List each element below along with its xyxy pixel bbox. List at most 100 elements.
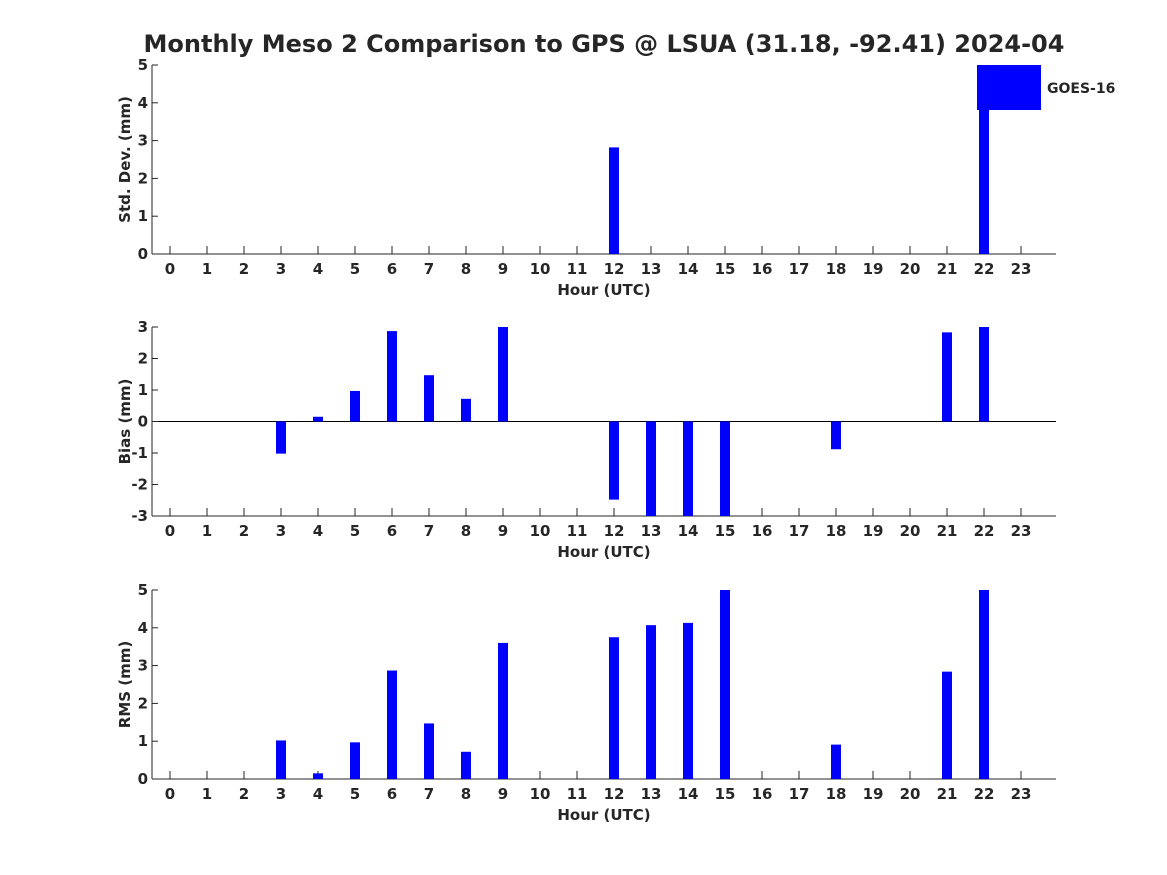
x-tick-label: 3 bbox=[276, 522, 286, 540]
bar-hour-8 bbox=[461, 751, 471, 779]
x-tick-label: 23 bbox=[1011, 522, 1032, 540]
x-tick-label: 20 bbox=[900, 522, 921, 540]
y-tick-label: 0 bbox=[138, 770, 148, 788]
y-tick-label: 0 bbox=[138, 413, 148, 431]
x-tick-label: 21 bbox=[937, 260, 958, 278]
x-tick-label: 15 bbox=[715, 785, 736, 803]
x-tick-label: 22 bbox=[974, 785, 995, 803]
x-tick-label: 19 bbox=[863, 260, 884, 278]
x-tick-label: 3 bbox=[276, 785, 286, 803]
x-tick-label: 3 bbox=[276, 260, 286, 278]
x-tick-label: 8 bbox=[461, 522, 471, 540]
bar-hour-8 bbox=[461, 398, 471, 422]
x-tick-label: 7 bbox=[424, 260, 434, 278]
bar-hour-14 bbox=[683, 421, 693, 516]
bar-hour-18 bbox=[831, 744, 841, 779]
x-tick-label: 23 bbox=[1011, 260, 1032, 278]
x-tick-label: 12 bbox=[604, 522, 625, 540]
x-tick-label: 4 bbox=[313, 260, 323, 278]
x-tick-label: 4 bbox=[313, 785, 323, 803]
x-tick-label: 10 bbox=[530, 522, 551, 540]
x-tick-label: 17 bbox=[789, 260, 810, 278]
bar-hour-4 bbox=[313, 416, 323, 422]
x-tick-label: 9 bbox=[498, 785, 508, 803]
bar-hour-13 bbox=[646, 625, 656, 779]
x-tick-label: 8 bbox=[461, 260, 471, 278]
x-tick-label: 18 bbox=[826, 785, 847, 803]
bar-hour-22 bbox=[979, 327, 989, 422]
y-tick-label: -3 bbox=[131, 507, 148, 525]
x-tick-label: 18 bbox=[826, 522, 847, 540]
y-tick-label: 5 bbox=[138, 56, 148, 74]
x-tick-label: 11 bbox=[567, 522, 588, 540]
x-tick-label: 22 bbox=[974, 522, 995, 540]
chart-title: Monthly Meso 2 Comparison to GPS @ LSUA … bbox=[144, 30, 1065, 58]
x-tick-label: 2 bbox=[239, 522, 249, 540]
bar-hour-3 bbox=[276, 740, 286, 779]
x-tick-label: 22 bbox=[974, 260, 995, 278]
x-tick-label: 10 bbox=[530, 785, 551, 803]
x-tick-label: 15 bbox=[715, 260, 736, 278]
y-tick-label: -1 bbox=[131, 444, 148, 462]
bar-hour-7 bbox=[424, 375, 434, 422]
bar-hour-6 bbox=[387, 331, 397, 422]
x-tick-label: 16 bbox=[752, 522, 773, 540]
x-tick-label: 14 bbox=[678, 260, 699, 278]
x-tick-label: 15 bbox=[715, 522, 736, 540]
bar-hour-12 bbox=[609, 147, 619, 254]
y-tick-label: -2 bbox=[131, 476, 148, 494]
bar-hour-18 bbox=[831, 421, 841, 450]
x-tick-label: 5 bbox=[350, 785, 360, 803]
bar-hour-15 bbox=[720, 590, 730, 779]
x-tick-label: 23 bbox=[1011, 785, 1032, 803]
x-tick-label: 6 bbox=[387, 785, 397, 803]
x-tick-label: 11 bbox=[567, 260, 588, 278]
legend-swatch-goes-16 bbox=[977, 65, 1041, 110]
x-tick-label: 21 bbox=[937, 785, 958, 803]
y-tick-label: 1 bbox=[138, 207, 148, 225]
bar-hour-22 bbox=[979, 590, 989, 779]
x-tick-label: 2 bbox=[239, 260, 249, 278]
x-tick-label: 0 bbox=[165, 522, 175, 540]
x-tick-label: 4 bbox=[313, 522, 323, 540]
x-tick-label: 10 bbox=[530, 260, 551, 278]
x-tick-label: 19 bbox=[863, 785, 884, 803]
x-tick-label: 6 bbox=[387, 260, 397, 278]
x-tick-label: 20 bbox=[900, 785, 921, 803]
bar-hour-9 bbox=[498, 642, 508, 779]
y-tick-label: 5 bbox=[138, 581, 148, 599]
x-tick-label: 17 bbox=[789, 785, 810, 803]
x-tick-label: 14 bbox=[678, 522, 699, 540]
x-tick-label: 16 bbox=[752, 260, 773, 278]
y-tick-label: 4 bbox=[138, 619, 148, 637]
legend: GOES-16 bbox=[977, 65, 1115, 110]
bar-hour-12 bbox=[609, 637, 619, 779]
bar-hour-5 bbox=[350, 390, 360, 422]
x-tick-label: 5 bbox=[350, 260, 360, 278]
x-tick-label: 17 bbox=[789, 522, 810, 540]
bar-hour-21 bbox=[942, 332, 952, 422]
y-axis-label: RMS (mm) bbox=[116, 641, 134, 728]
x-tick-label: 13 bbox=[641, 260, 662, 278]
x-tick-label: 1 bbox=[202, 785, 212, 803]
bar-hour-3 bbox=[276, 421, 286, 454]
x-axis-label: Hour (UTC) bbox=[557, 543, 650, 561]
x-tick-label: 16 bbox=[752, 785, 773, 803]
legend-label: GOES-16 bbox=[1047, 81, 1115, 97]
x-tick-label: 0 bbox=[165, 785, 175, 803]
y-tick-label: 0 bbox=[138, 245, 148, 263]
y-tick-label: 3 bbox=[138, 132, 148, 150]
y-tick-label: 2 bbox=[138, 694, 148, 712]
x-axis-label: Hour (UTC) bbox=[557, 806, 650, 824]
x-tick-label: 20 bbox=[900, 260, 921, 278]
bar-hour-13 bbox=[646, 421, 656, 516]
x-tick-label: 8 bbox=[461, 785, 471, 803]
x-tick-label: 11 bbox=[567, 785, 588, 803]
bar-hour-7 bbox=[424, 723, 434, 779]
bar-hour-14 bbox=[683, 622, 693, 779]
